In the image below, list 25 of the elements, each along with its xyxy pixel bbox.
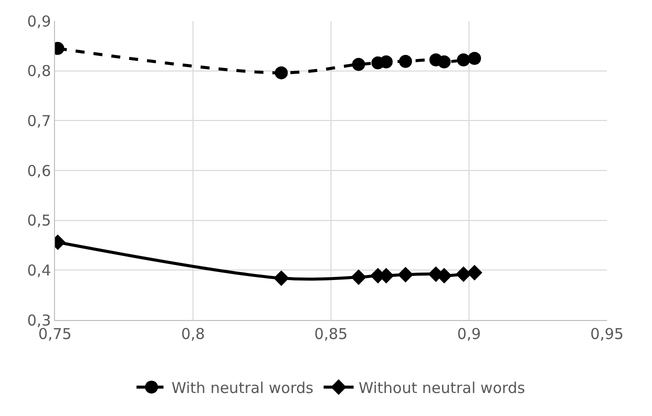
- point: [399, 54, 412, 68]
- y-tick-label: 0,7: [27, 112, 51, 130]
- y-tick-label: 0,9: [27, 12, 51, 30]
- point: [350, 269, 366, 285]
- legend-label: Without neutral words: [358, 378, 526, 397]
- point: [456, 53, 470, 66]
- y-tick-label: 0,4: [27, 261, 51, 280]
- x-tick-label: 0,8: [181, 325, 205, 343]
- x-tick-label: 0,9: [457, 325, 481, 343]
- point: [468, 52, 482, 65]
- x-tick-label: 0,85: [314, 325, 348, 343]
- point: [274, 270, 290, 286]
- point: [456, 266, 472, 282]
- point: [380, 55, 393, 68]
- point: [466, 264, 482, 280]
- point: [398, 266, 414, 282]
- y-tick-label: 0,5: [27, 212, 51, 230]
- legend-label: With neutral words: [172, 378, 314, 397]
- y-tick-label: 0,6: [27, 162, 51, 180]
- x-tick-label: 0,95: [590, 325, 624, 343]
- point: [274, 66, 288, 80]
- point: [352, 58, 366, 71]
- point: [438, 55, 451, 68]
- y-tick-label: 0,3: [27, 311, 51, 330]
- y-tick-label: 0,8: [27, 62, 51, 80]
